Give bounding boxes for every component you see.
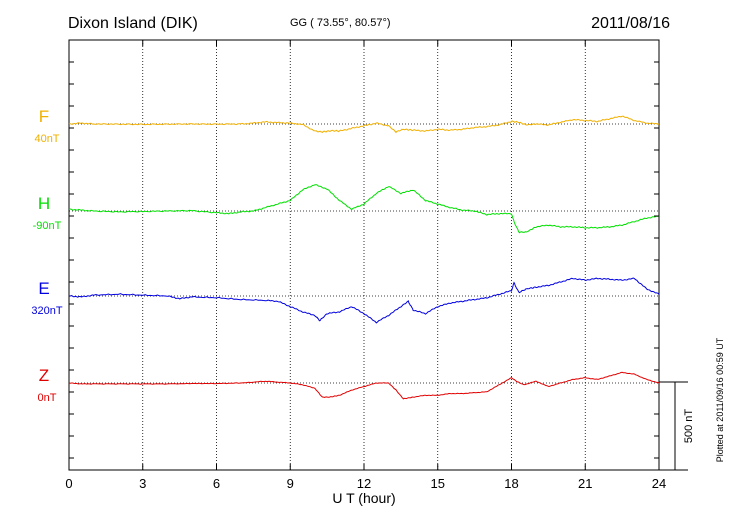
grid-lines [69,40,659,470]
series-line-h [68,184,660,234]
x-axis-label: U T (hour) [332,490,395,506]
x-tick-label: 9 [287,476,294,491]
series-line-e [68,277,660,324]
plotted-timestamp: Plotted at 2011/09/16 00:59 UT [715,337,725,462]
x-tick-label: 6 [213,476,220,491]
scale-bar-label: 500 nT [683,409,695,444]
station-coordinates: GG ( 73.55°, 80.57°) [290,17,391,29]
chart-date: 2011/08/16 [591,15,670,32]
series-name-f: F [39,107,49,126]
series-layer: F 40nT H -90nT E 320nT Z 0nT [31,107,660,404]
series-line-f [68,115,660,134]
x-tick-label: 18 [504,476,518,491]
y-axis-ticks [69,61,659,459]
x-tick-label: 24 [652,476,666,491]
x-tick-label: 21 [578,476,592,491]
series-name-z: Z [39,366,49,385]
x-tick-label: 12 [357,476,371,491]
series-offset-e: 320nT [31,305,62,317]
series-offset-h: -90nT [33,220,62,232]
series-name-e: E [38,279,49,298]
x-tick-label: 15 [431,476,445,491]
chart-title: Dixon Island (DIK) [68,15,198,32]
x-tick-label: 3 [139,476,146,491]
x-axis-ticks: 0 3 6 9 12 15 18 21 24 [65,40,666,491]
series-offset-f: 40nT [34,133,59,145]
x-tick-label: 0 [65,476,72,491]
series-name-h: H [38,194,50,213]
scale-bar: 500 nT [659,381,695,471]
plot-frame [68,39,660,471]
series-line-z [68,371,660,400]
series-offset-z: 0nT [38,392,57,404]
